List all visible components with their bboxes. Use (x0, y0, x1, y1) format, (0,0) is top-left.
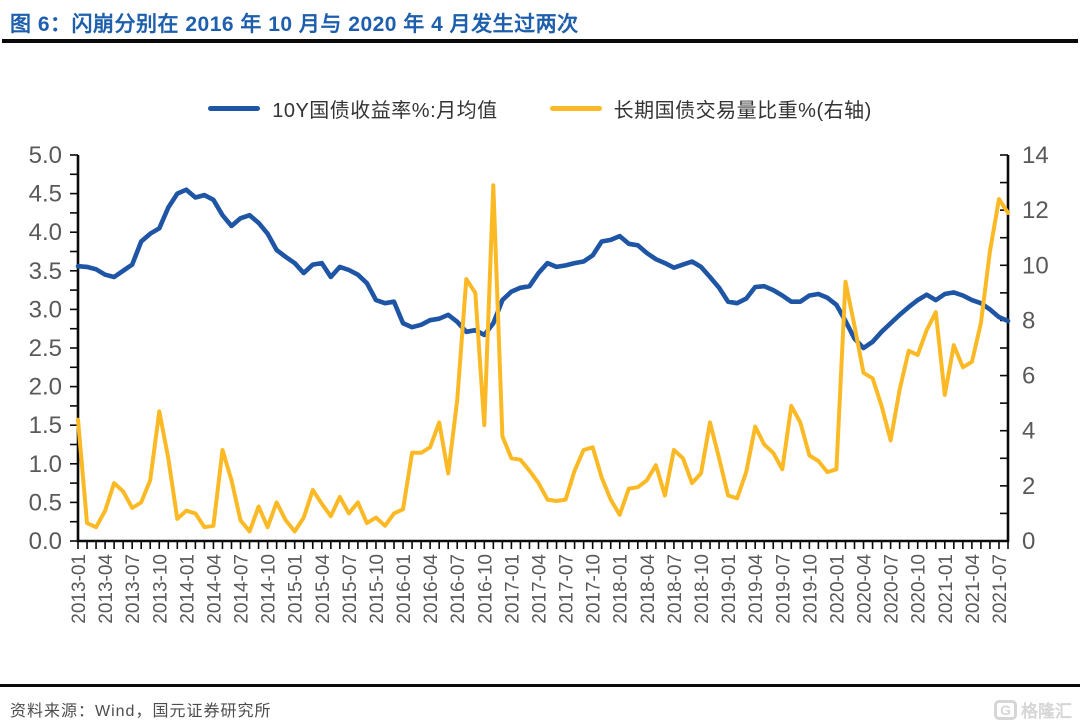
left-axis-label: 1.0 (29, 451, 62, 478)
right-axis-label: 12 (1022, 197, 1049, 224)
title-divider (2, 39, 1078, 43)
x-tick-label: 2020-07 (882, 554, 903, 624)
left-axis-label: 5.0 (29, 142, 62, 169)
x-tick-label: 2015-04 (313, 554, 334, 624)
right-axis-label: 14 (1022, 142, 1049, 169)
right-axis-label: 0 (1022, 528, 1035, 555)
legend-label-volume: 长期国债交易量比重%(右轴) (613, 100, 872, 122)
x-tick-label: 2013-04 (96, 554, 117, 624)
x-tick-label: 2015-10 (367, 554, 388, 624)
x-tick-label: 2016-10 (475, 554, 496, 624)
yield-line-series (75, 187, 1011, 351)
left-axis-label: 3.5 (29, 258, 62, 285)
left-axis-label: 0.5 (29, 489, 62, 516)
x-tick-label: 2021-07 (990, 554, 1011, 624)
x-tick-label: 2018-10 (692, 554, 713, 624)
x-tick-label: 2013-01 (69, 554, 90, 624)
x-tick-label: 2017-04 (529, 554, 550, 624)
logo-g-icon: G (994, 699, 1017, 720)
legend-item-yield: 10Y国债收益率%:月均值 (208, 94, 497, 123)
x-tick-label: 2020-01 (827, 554, 848, 624)
x-tick-label: 2019-04 (746, 554, 767, 624)
left-axis-label: 4.0 (29, 219, 62, 246)
left-axis-label: 1.5 (29, 412, 62, 439)
source-note: 资料来源：Wind，国元证券研究所 (10, 703, 272, 720)
x-tick-label: 2019-01 (719, 554, 740, 624)
x-tick-label: 2018-07 (665, 554, 686, 624)
x-tick-label: 2019-07 (773, 554, 794, 624)
left-axis-label: 4.5 (29, 181, 62, 208)
x-tick-label: 2016-01 (394, 554, 415, 624)
right-axis-label: 6 (1022, 363, 1035, 390)
right-axis-label: 2 (1022, 473, 1035, 500)
volume-line-series (76, 183, 1010, 534)
x-tick-label: 2014-01 (177, 554, 198, 624)
x-tick-label: 2019-10 (800, 554, 821, 624)
yellow-line-swatch (549, 106, 602, 111)
x-tick-label: 2013-07 (123, 554, 144, 624)
chart-legend: 10Y国债收益率%:月均值 长期国债交易量比重%(右轴) (0, 94, 1080, 123)
right-axis-label: 10 (1022, 252, 1049, 279)
right-axis-label: 4 (1022, 418, 1035, 445)
logo-text: 格隆汇 (1021, 702, 1072, 721)
left-axis-label: 2.0 (29, 374, 62, 401)
x-tick-label: 2016-04 (421, 554, 442, 624)
x-tick-label: 2017-01 (502, 554, 523, 624)
x-tick-label: 2014-04 (204, 554, 225, 624)
legend-label-yield: 10Y国债收益率%:月均值 (272, 100, 498, 122)
x-tick-label: 2017-10 (584, 554, 605, 624)
figure-title: 图 6：闪崩分别在 2016 年 10 月与 2020 年 4 月发生过两次 (10, 13, 579, 36)
x-tick-label: 2021-01 (936, 554, 957, 624)
x-tick-label: 2021-04 (963, 554, 984, 624)
right-axis-label: 8 (1022, 307, 1035, 334)
left-axis-label: 2.5 (29, 335, 62, 362)
x-tick-label: 2018-04 (638, 554, 659, 624)
x-tick-label: 2015-01 (286, 554, 307, 624)
x-tick-label: 2017-07 (557, 554, 578, 624)
left-axis-label: 0.0 (29, 528, 62, 555)
x-tick-label: 2020-10 (909, 554, 930, 624)
x-tick-label: 2014-07 (232, 554, 253, 624)
footer-divider (0, 684, 1080, 687)
gelonghui-logo: G 格隆汇 (994, 697, 1072, 722)
x-tick-label: 2015-07 (340, 554, 361, 624)
blue-line-swatch (208, 106, 261, 111)
x-tick-label: 2014-10 (259, 554, 280, 624)
legend-item-volume: 长期国债交易量比重%(右轴) (549, 94, 872, 123)
x-tick-label: 2013-10 (150, 554, 171, 624)
x-tick-label: 2020-04 (855, 554, 876, 624)
left-axis-label: 3.0 (29, 296, 62, 323)
x-tick-label: 2016-07 (448, 554, 469, 624)
x-tick-label: 2018-01 (611, 554, 632, 624)
